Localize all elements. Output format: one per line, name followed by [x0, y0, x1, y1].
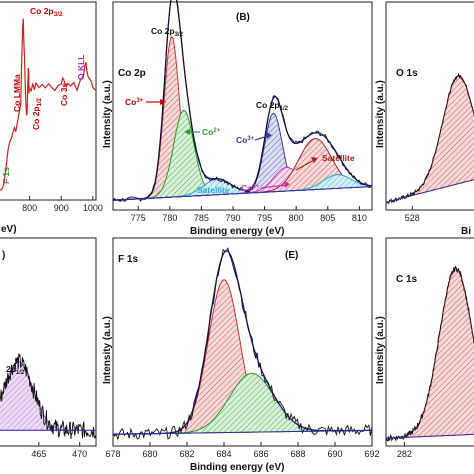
panel-e-label: (E): [285, 250, 298, 261]
panel-a-survey-line: [0, 18, 97, 191]
panel-b-arrow-satellite-right: [295, 159, 315, 171]
panel-e: 678 680 682 684 686 688 690 692 (E) F 1s Intens…: [102, 237, 380, 473]
panel-d-x-ticks: 465 470: [31, 442, 87, 459]
panel-e-baseline: [113, 429, 372, 435]
panel-b-ann-co2p12: Co 2p1/2: [256, 100, 289, 112]
panel-d-data-line: [0, 353, 97, 440]
panel-c-xlabel: Bi: [461, 226, 471, 237]
panel-a-ann-co-lmma: Co LMMa: [12, 74, 22, 112]
panel-b: 775 780 785 790 795 800 805 810 (B) Co 2p Inten…: [102, 0, 373, 237]
panel-e-tick-label: 690: [327, 449, 342, 459]
panel-b-ann-co2plus-left: Co2+: [202, 127, 221, 137]
panel-e-tick-label: 692: [364, 449, 379, 459]
panel-b-x-ticks: 775 780 785 790 795 800 805 810: [131, 206, 367, 223]
panel-d-tick-label: 465: [31, 449, 46, 459]
panel-e-tick-label: 682: [179, 449, 194, 459]
panel-f-baseline: [385, 433, 474, 439]
panel-c-ylabel: Intensity (a.u.): [375, 80, 386, 148]
panel-c-baseline: [385, 179, 474, 203]
panel-b-tick-label: 800: [289, 213, 304, 223]
panel-b-arrowhead-co2plus-left: [184, 129, 190, 135]
panel-b-data-line: [112, 0, 373, 202]
panel-d-frame: [0, 237, 97, 447]
panel-e-ylabel: Intensity (a.u.): [102, 316, 113, 384]
panel-a-tick-label: 800: [22, 203, 37, 213]
panel-b-ann-co2plus-right: Co2+: [241, 183, 260, 193]
panel-d-tick-label: 470: [72, 449, 87, 459]
panel-a-ann-okll: O KLL: [76, 55, 86, 81]
panel-b-arrowhead-co2plus-right: [284, 181, 290, 188]
panel-e-x-ticks: 678 680 682 684 686 688 690 692: [105, 442, 380, 459]
panel-a-frame: [0, 1, 97, 201]
panel-e-tick-label: 680: [142, 449, 157, 459]
panel-f-data-line: [385, 265, 474, 442]
panel-b-arrowhead-satellite-right: [311, 157, 318, 163]
panel-b-xlabel: Binding energy (eV): [190, 226, 284, 237]
f-component-peak: [385, 268, 474, 439]
panel-b-frame: [112, 1, 373, 211]
panel-b-arrow-co2plus-right: [260, 184, 287, 189]
panel-f-components: [385, 268, 474, 439]
panel-e-data-line: [112, 247, 373, 441]
panel-f-frame: [385, 237, 474, 447]
panel-d: 465 470 ) 2p1/2: [0, 237, 97, 459]
panel-b-ann-co3plus-left: Co3+: [125, 97, 144, 107]
panel-a-tick-label: 1000: [83, 203, 103, 213]
panel-c-title: O 1s: [396, 68, 418, 79]
e-component-peak: [113, 372, 372, 435]
panel-b-tick-label: 810: [352, 213, 367, 223]
panel-b-arrowhead-co3plus-right: [266, 132, 272, 139]
panel-f: 282 C 1s Intensity (a.u.): [375, 237, 474, 459]
panel-c: 528 O 1s Intensity (a.u.) Bi: [375, 1, 474, 237]
panel-b-ann-satellite-left: Satellite: [197, 185, 230, 195]
panel-e-tick-label: 684: [216, 449, 231, 459]
panel-b-ann-co3plus-right: Co3+: [236, 135, 255, 145]
panel-b-baseline: [112, 186, 373, 201]
panel-a-ann-co2p32: Co 2p3/2: [30, 6, 63, 18]
panel-b-tick-label: 785: [194, 213, 209, 223]
panel-b-components: [112, 35, 373, 201]
panel-b-title: Co 2p: [118, 68, 146, 79]
panel-f-title: C 1s: [396, 274, 418, 285]
panel-a-ann-f1s: F 1s: [1, 167, 11, 184]
panel-e-tick-label: 678: [105, 449, 120, 459]
panel-a-x-unit: eV): [1, 224, 17, 235]
panel-f-tick-label: 282: [397, 449, 412, 459]
panel-c-x-ticks: 528: [405, 206, 420, 223]
panel-c-data-line: [385, 72, 474, 204]
panel-e-title: F 1s: [118, 254, 138, 265]
panel-f-ylabel: Intensity (a.u.): [375, 316, 386, 384]
panel-a-ann-co3s: Co 3s: [59, 83, 69, 106]
panel-f-x-ticks: 282: [397, 442, 412, 459]
panel-b-tick-label: 780: [162, 213, 177, 223]
panel-e-tick-label: 688: [290, 449, 305, 459]
panel-d-label: ): [2, 250, 5, 261]
panel-e-frame: [112, 237, 373, 447]
panel-b-label: (B): [236, 12, 250, 23]
panel-c-frame: [385, 1, 474, 211]
panel-e-tick-label: 686: [253, 449, 268, 459]
panel-a-tick-label: 900: [54, 203, 69, 213]
panel-b-ylabel: Intensity (a.u.): [102, 80, 113, 148]
panel-b-arrow-co3plus-right: [254, 135, 269, 141]
panel-b-ann-satellite-right: Satellite: [322, 153, 355, 163]
panel-b-tick-label: 795: [257, 213, 272, 223]
panel-b-tick-label: 790: [226, 213, 241, 223]
panel-b-tick-label: 775: [131, 213, 146, 223]
panel-a-x-ticks: 800 900 1000: [22, 196, 103, 213]
panel-b-arrowhead-co3plus-left: [160, 99, 166, 105]
panel-c-tick-label: 528: [405, 213, 420, 223]
panel-b-tick-label: 805: [320, 213, 335, 223]
panel-a: 800 900 1000 eV) Co 2p3/2 Co LMMa Co 2p1/2…: [0, 1, 103, 235]
panel-a-ann-co2p12: Co 2p1/2: [31, 97, 43, 130]
panel-e-xlabel: Binding energy (eV): [190, 462, 284, 473]
